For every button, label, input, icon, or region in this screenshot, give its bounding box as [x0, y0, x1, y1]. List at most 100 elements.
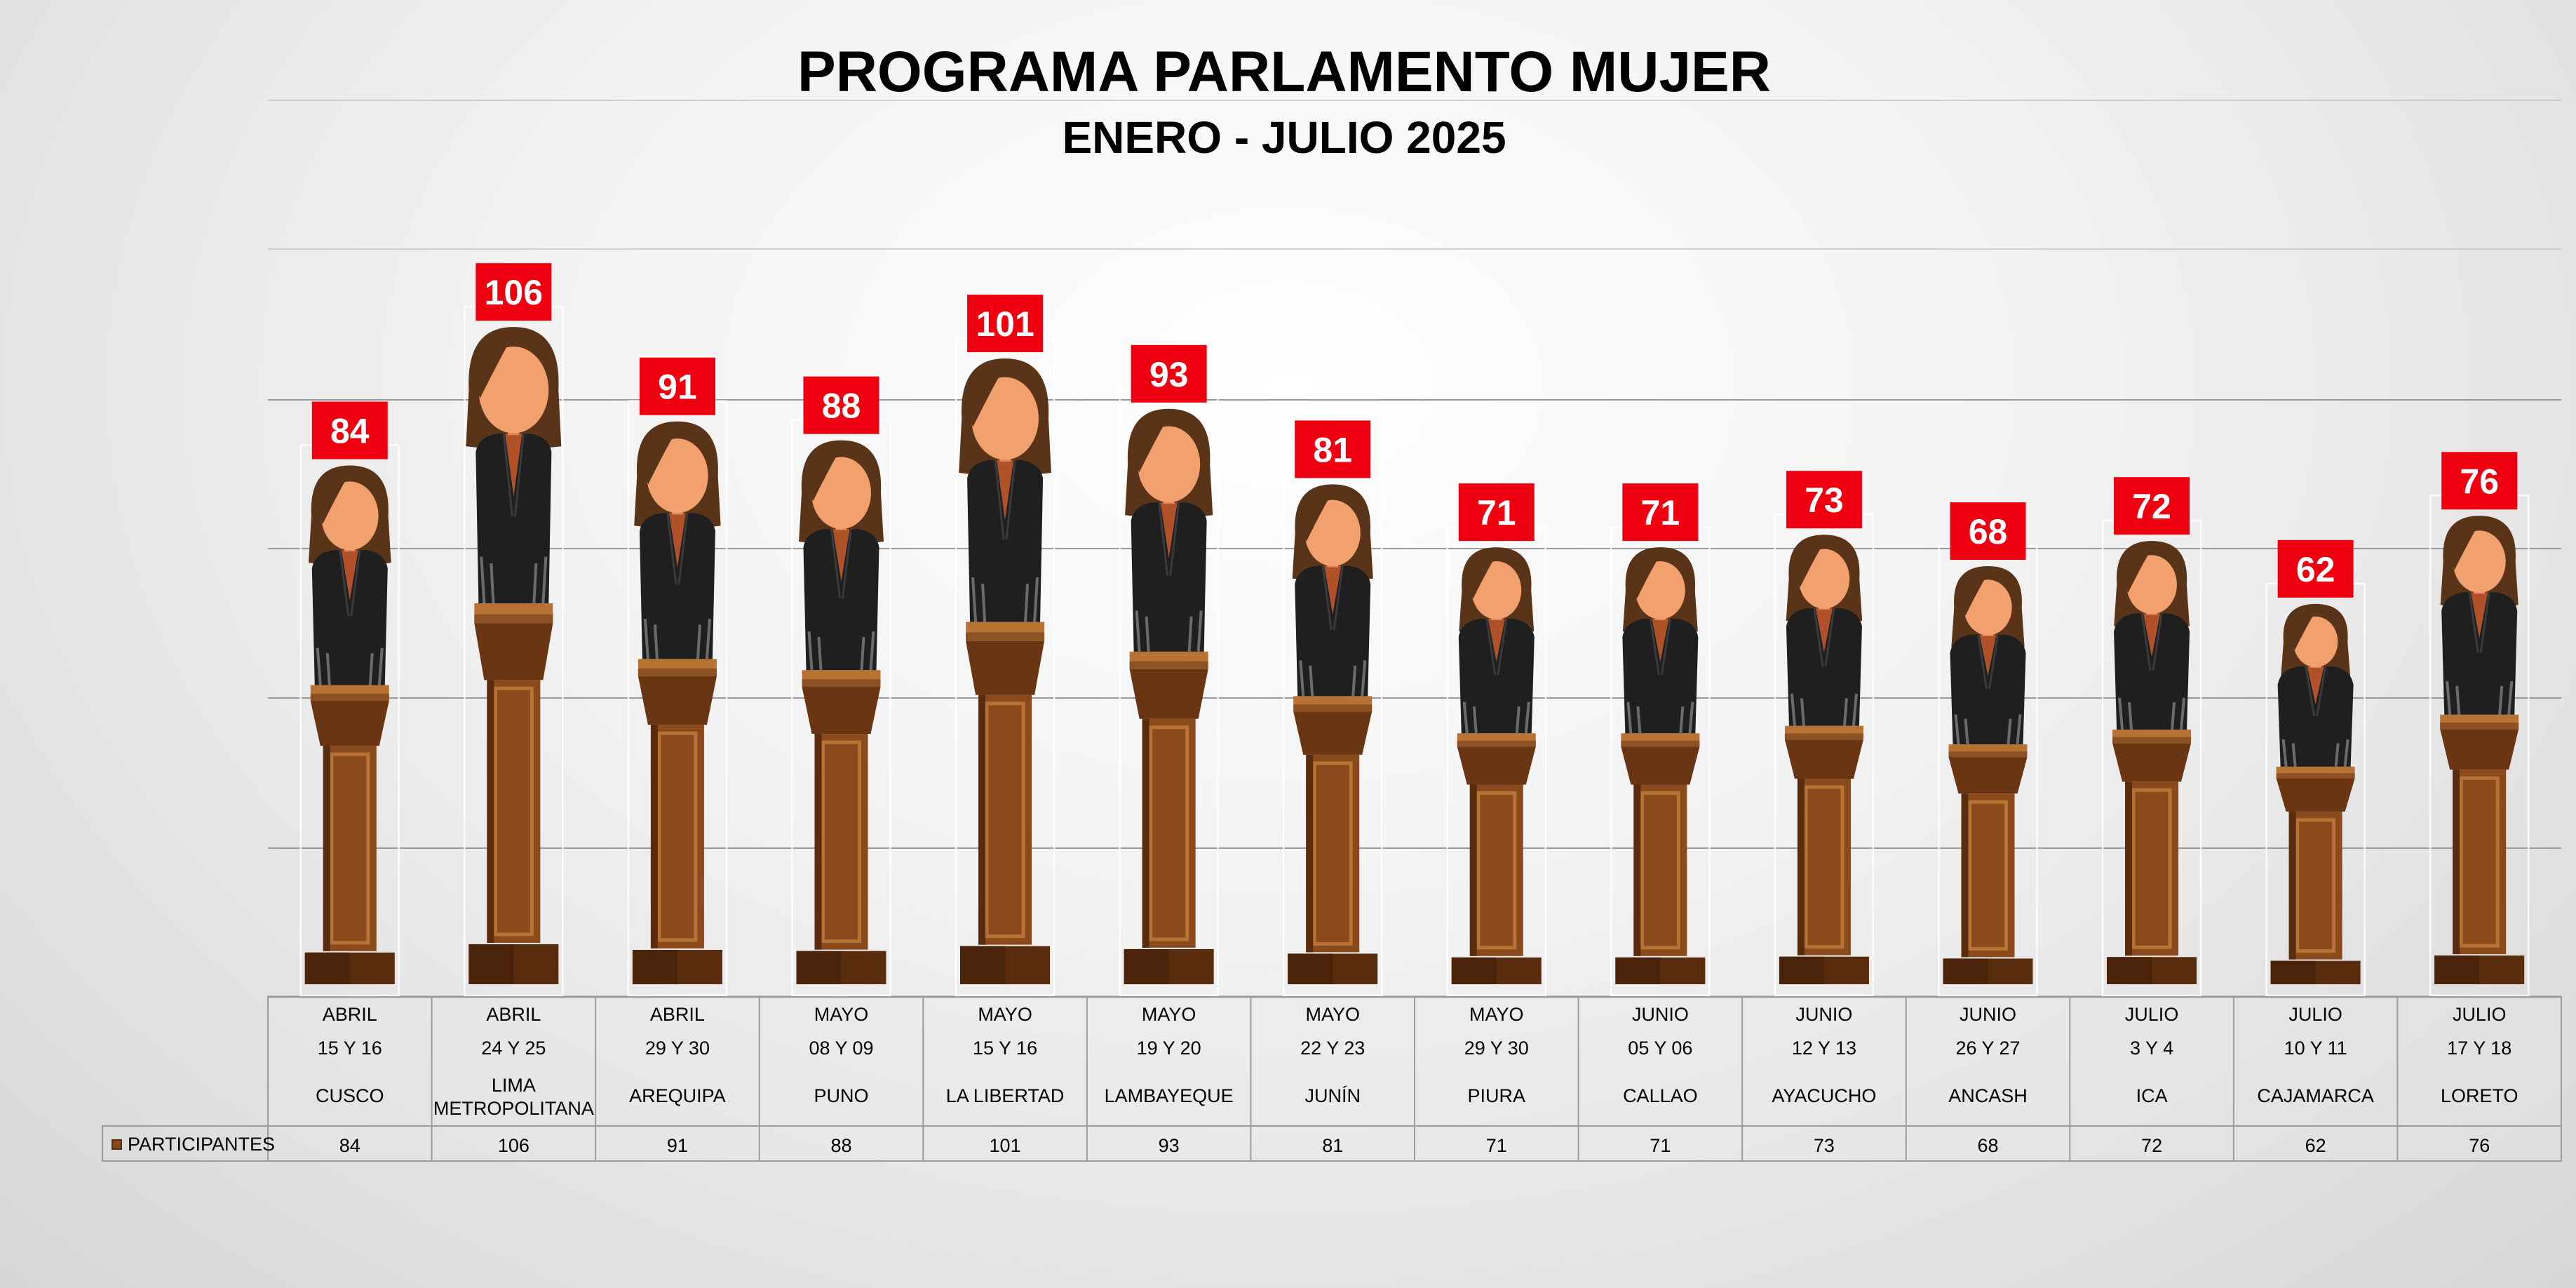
- podium-taper: [1293, 711, 1373, 755]
- data-label: 91: [639, 357, 715, 415]
- tick-label-dates: 08 Y 09: [809, 1038, 873, 1059]
- suit: [639, 513, 715, 659]
- data-table: PARTICIPANTES ABRIL 15 Y 16 CUSCO 84 ABRIL 24 …: [102, 996, 2562, 1162]
- podium-top-edge: [638, 668, 717, 676]
- gridlines: [268, 100, 2561, 998]
- podium-taper: [1621, 746, 1700, 785]
- podium-panel: [657, 731, 698, 942]
- lapels: [2468, 592, 2490, 653]
- face: [811, 457, 871, 529]
- table-value: 81: [1322, 1135, 1343, 1156]
- data-label: 71: [1458, 483, 1535, 542]
- podium-panel: [1312, 761, 1353, 946]
- table-value: 101: [990, 1135, 1021, 1156]
- bar: [955, 337, 1056, 997]
- tick-label-dates: 05 Y 06: [1628, 1038, 1692, 1059]
- data-label: 81: [1295, 420, 1371, 478]
- tick-label-month: MAYO: [814, 1004, 869, 1025]
- lapels: [1977, 634, 1999, 690]
- suit: [2441, 592, 2518, 715]
- data-label-text: 73: [1805, 481, 1844, 520]
- lapels: [666, 513, 689, 585]
- hair-fringe: [2290, 608, 2319, 650]
- tick-label-month: JUNIO: [1632, 1004, 1689, 1025]
- data-label-text: 93: [1149, 355, 1189, 394]
- suit: [967, 459, 1044, 622]
- podium-taper: [310, 701, 389, 746]
- hair-fringe: [1302, 488, 1336, 542]
- data-label-text: 76: [2460, 462, 2499, 501]
- hands: [1954, 714, 2022, 745]
- tick-label-place: CUSCO: [316, 1085, 384, 1106]
- table-value: 88: [830, 1135, 851, 1156]
- lapels: [830, 528, 852, 598]
- podium-top-edge: [2440, 723, 2519, 730]
- data-label-box: [1786, 471, 1862, 529]
- data-label: 106: [476, 263, 552, 321]
- hands: [2281, 739, 2349, 767]
- tick-label-place: PUNO: [814, 1085, 868, 1106]
- podium-taper: [1948, 757, 2028, 794]
- podium-top-edge: [1129, 661, 1208, 669]
- data-label-text: 88: [822, 387, 861, 426]
- face: [478, 346, 549, 434]
- hands: [2446, 680, 2514, 715]
- podium-taper: [966, 640, 1045, 695]
- tick-label-month: JULIO: [2453, 1004, 2507, 1025]
- lapels: [1649, 618, 1671, 676]
- suit: [1786, 608, 1862, 726]
- podium-base-shade: [2434, 955, 2480, 984]
- face: [1138, 426, 1201, 503]
- lapels: [994, 459, 1016, 539]
- podium-edge: [2288, 811, 2296, 960]
- legend-label: PARTICIPANTES: [128, 1134, 275, 1155]
- podium-base-shade: [2107, 957, 2152, 984]
- data-label-text: 71: [1641, 493, 1680, 532]
- bar: [2101, 519, 2202, 997]
- podium-edge: [487, 680, 494, 943]
- data-labels: 84 106 91 88 101 93 81 71 71 73 68 72 62 76: [311, 263, 2518, 598]
- hair-fringe: [476, 331, 517, 398]
- tick-label-place: ANCASH: [1948, 1085, 2028, 1106]
- hair-fringe: [809, 444, 844, 502]
- tick-label-place: METROPOLITANA: [433, 1098, 594, 1119]
- tick-label-dates: 10 Y 11: [2284, 1038, 2347, 1059]
- podium-base-shade: [1615, 957, 1661, 984]
- data-label-text: 106: [485, 273, 543, 312]
- hair-fringe: [1795, 539, 1827, 588]
- suit: [1295, 565, 1371, 697]
- podium-panel: [985, 702, 1025, 939]
- podium-edge: [1142, 718, 1149, 948]
- bars: [299, 305, 2530, 997]
- podium-base-shade: [1943, 958, 1988, 984]
- table-value: 62: [2305, 1135, 2326, 1156]
- table-value: 73: [1814, 1135, 1835, 1156]
- blouse: [2471, 592, 2488, 638]
- tick-label-place: LA LIBERTAD: [946, 1085, 1065, 1106]
- data-label: 84: [311, 401, 388, 459]
- bar: [791, 419, 891, 997]
- podium-edge: [323, 746, 330, 951]
- tick-label-dates: 17 Y 18: [2447, 1038, 2511, 1059]
- bar: [627, 400, 728, 997]
- data-label-box: [311, 401, 388, 459]
- tick-label-dates: 26 Y 27: [1955, 1038, 2020, 1059]
- data-label-box: [2441, 452, 2518, 510]
- tick-label-place: LIMA: [492, 1075, 536, 1096]
- data-label-box: [2277, 539, 2354, 598]
- data-label-box: [967, 295, 1044, 353]
- podium-panel: [493, 686, 534, 937]
- podium-panel: [2459, 776, 2500, 948]
- data-label-box: [476, 263, 552, 321]
- data-label-box: [803, 376, 879, 434]
- tick-label-month: ABRIL: [650, 1004, 705, 1025]
- podium-taper: [638, 676, 717, 725]
- data-label: 62: [2277, 539, 2354, 598]
- podium-edge: [1306, 754, 1314, 953]
- blouse: [1160, 502, 1178, 558]
- podium-top-edge: [1293, 704, 1373, 712]
- data-label-text: 72: [2132, 487, 2171, 526]
- hair-fringe: [2450, 520, 2483, 570]
- bar: [1119, 387, 1219, 997]
- legend-cell: [102, 1125, 269, 1162]
